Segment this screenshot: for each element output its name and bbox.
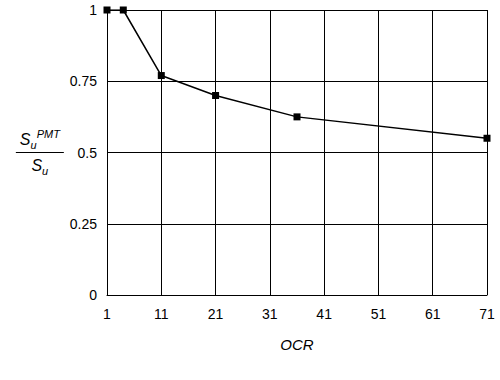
svg-text:1: 1: [89, 2, 97, 18]
svg-text:PMT: PMT: [37, 128, 62, 140]
svg-text:u: u: [31, 139, 37, 151]
svg-text:0.25: 0.25: [70, 216, 97, 232]
svg-text:u: u: [42, 165, 48, 177]
svg-text:OCR: OCR: [280, 336, 314, 353]
svg-text:11: 11: [154, 306, 169, 322]
svg-text:41: 41: [316, 306, 332, 322]
svg-text:61: 61: [425, 306, 441, 322]
svg-text:71: 71: [479, 306, 495, 322]
svg-text:31: 31: [262, 306, 278, 322]
svg-text:0.75: 0.75: [70, 73, 97, 89]
svg-text:0.5: 0.5: [78, 145, 98, 161]
svg-text:21: 21: [208, 306, 224, 322]
svg-text:0: 0: [89, 287, 97, 303]
svg-text:S: S: [20, 131, 31, 148]
svg-text:1: 1: [103, 306, 111, 322]
svg-text:S: S: [31, 157, 42, 174]
svg-text:51: 51: [371, 306, 387, 322]
